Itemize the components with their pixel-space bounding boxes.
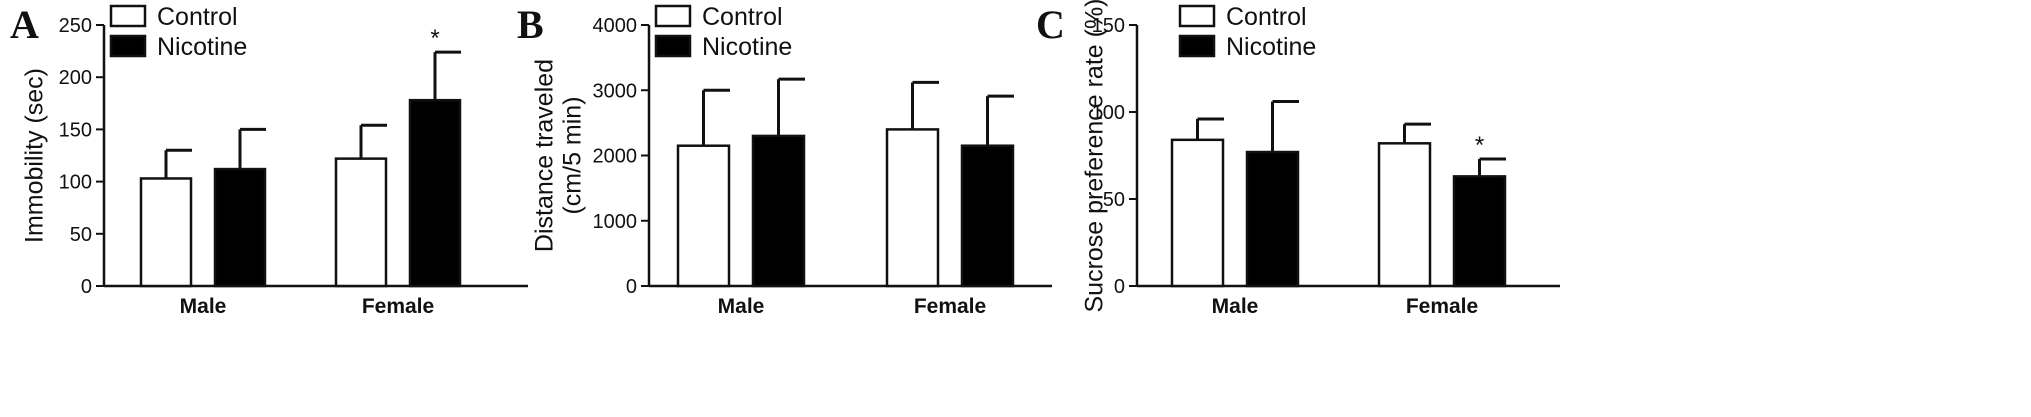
x-category-label: Female bbox=[1406, 295, 1478, 318]
legend-swatch-nicotine bbox=[1178, 34, 1216, 58]
y-tick-label: 0 bbox=[626, 276, 637, 298]
legend-swatch-control bbox=[109, 4, 147, 28]
y-tick-label: 4000 bbox=[593, 15, 638, 37]
x-category-label: Male bbox=[718, 295, 765, 318]
panel-letter: C bbox=[1036, 2, 1065, 47]
y-tick-label: 50 bbox=[70, 224, 92, 246]
y-axis-label: Distance traveled bbox=[531, 59, 559, 252]
y-tick-label: 0 bbox=[81, 276, 92, 298]
legend-label: Control bbox=[157, 3, 238, 31]
x-category-label: Male bbox=[180, 295, 227, 318]
legend-swatch-nicotine bbox=[654, 34, 692, 58]
legend-label: Nicotine bbox=[157, 33, 247, 61]
y-axis-label: Immobility (sec) bbox=[21, 68, 49, 243]
y-tick-label: 0 bbox=[1114, 276, 1125, 298]
y-tick-label: 1000 bbox=[593, 211, 638, 233]
bar-control-female bbox=[885, 128, 940, 288]
y-tick-label: 2000 bbox=[593, 146, 638, 168]
legend-swatch-control bbox=[1178, 4, 1216, 28]
legend-label: Nicotine bbox=[1226, 33, 1316, 61]
x-category-label: Female bbox=[914, 295, 986, 318]
y-axis-label-line2: (cm/5 min) bbox=[559, 96, 587, 214]
bar-control-female bbox=[1377, 142, 1432, 288]
legend-label: Nicotine bbox=[702, 33, 792, 61]
y-tick-label: 250 bbox=[59, 15, 92, 37]
x-category-label: Male bbox=[1212, 295, 1259, 318]
bar-control-male bbox=[676, 144, 731, 288]
y-axis-label: Sucrose preference rate (%) bbox=[1081, 0, 1109, 313]
bar-nicotine-male bbox=[1245, 150, 1300, 288]
y-tick-label: 3000 bbox=[593, 80, 638, 102]
legend-label: Control bbox=[702, 3, 783, 31]
panel-b: B 0 1000 2000 3000 4000 Distance traveled (cm/5… bbox=[517, 2, 1052, 318]
legend-swatch-control bbox=[654, 4, 692, 28]
bar-control-female bbox=[334, 157, 388, 288]
legend-swatch-nicotine bbox=[109, 34, 147, 58]
panel-a: A 0 50 100 150 200 250 Immobility (sec) Male * Fem… bbox=[10, 2, 528, 318]
legend-label: Control bbox=[1226, 3, 1307, 31]
y-tick-label: 200 bbox=[59, 67, 92, 89]
panel-letter: B bbox=[517, 2, 544, 47]
bar-control-male bbox=[1170, 138, 1225, 288]
bar-control-male bbox=[139, 177, 193, 288]
x-category-label: Female bbox=[362, 295, 434, 318]
panel-letter: A bbox=[10, 2, 39, 47]
y-tick-label: 150 bbox=[1092, 15, 1125, 37]
bar-nicotine-male bbox=[751, 134, 806, 288]
bar-nicotine-female bbox=[1452, 175, 1507, 288]
y-tick-label: 150 bbox=[59, 119, 92, 141]
significance-marker: * bbox=[1475, 132, 1484, 159]
significance-marker: * bbox=[430, 25, 439, 52]
bar-nicotine-female bbox=[960, 144, 1015, 288]
y-tick-label: 100 bbox=[59, 172, 92, 194]
bar-nicotine-female bbox=[408, 98, 462, 288]
y-tick-label: 100 bbox=[1092, 102, 1125, 124]
y-tick-label: 50 bbox=[1103, 189, 1125, 211]
bar-nicotine-male bbox=[213, 167, 267, 288]
